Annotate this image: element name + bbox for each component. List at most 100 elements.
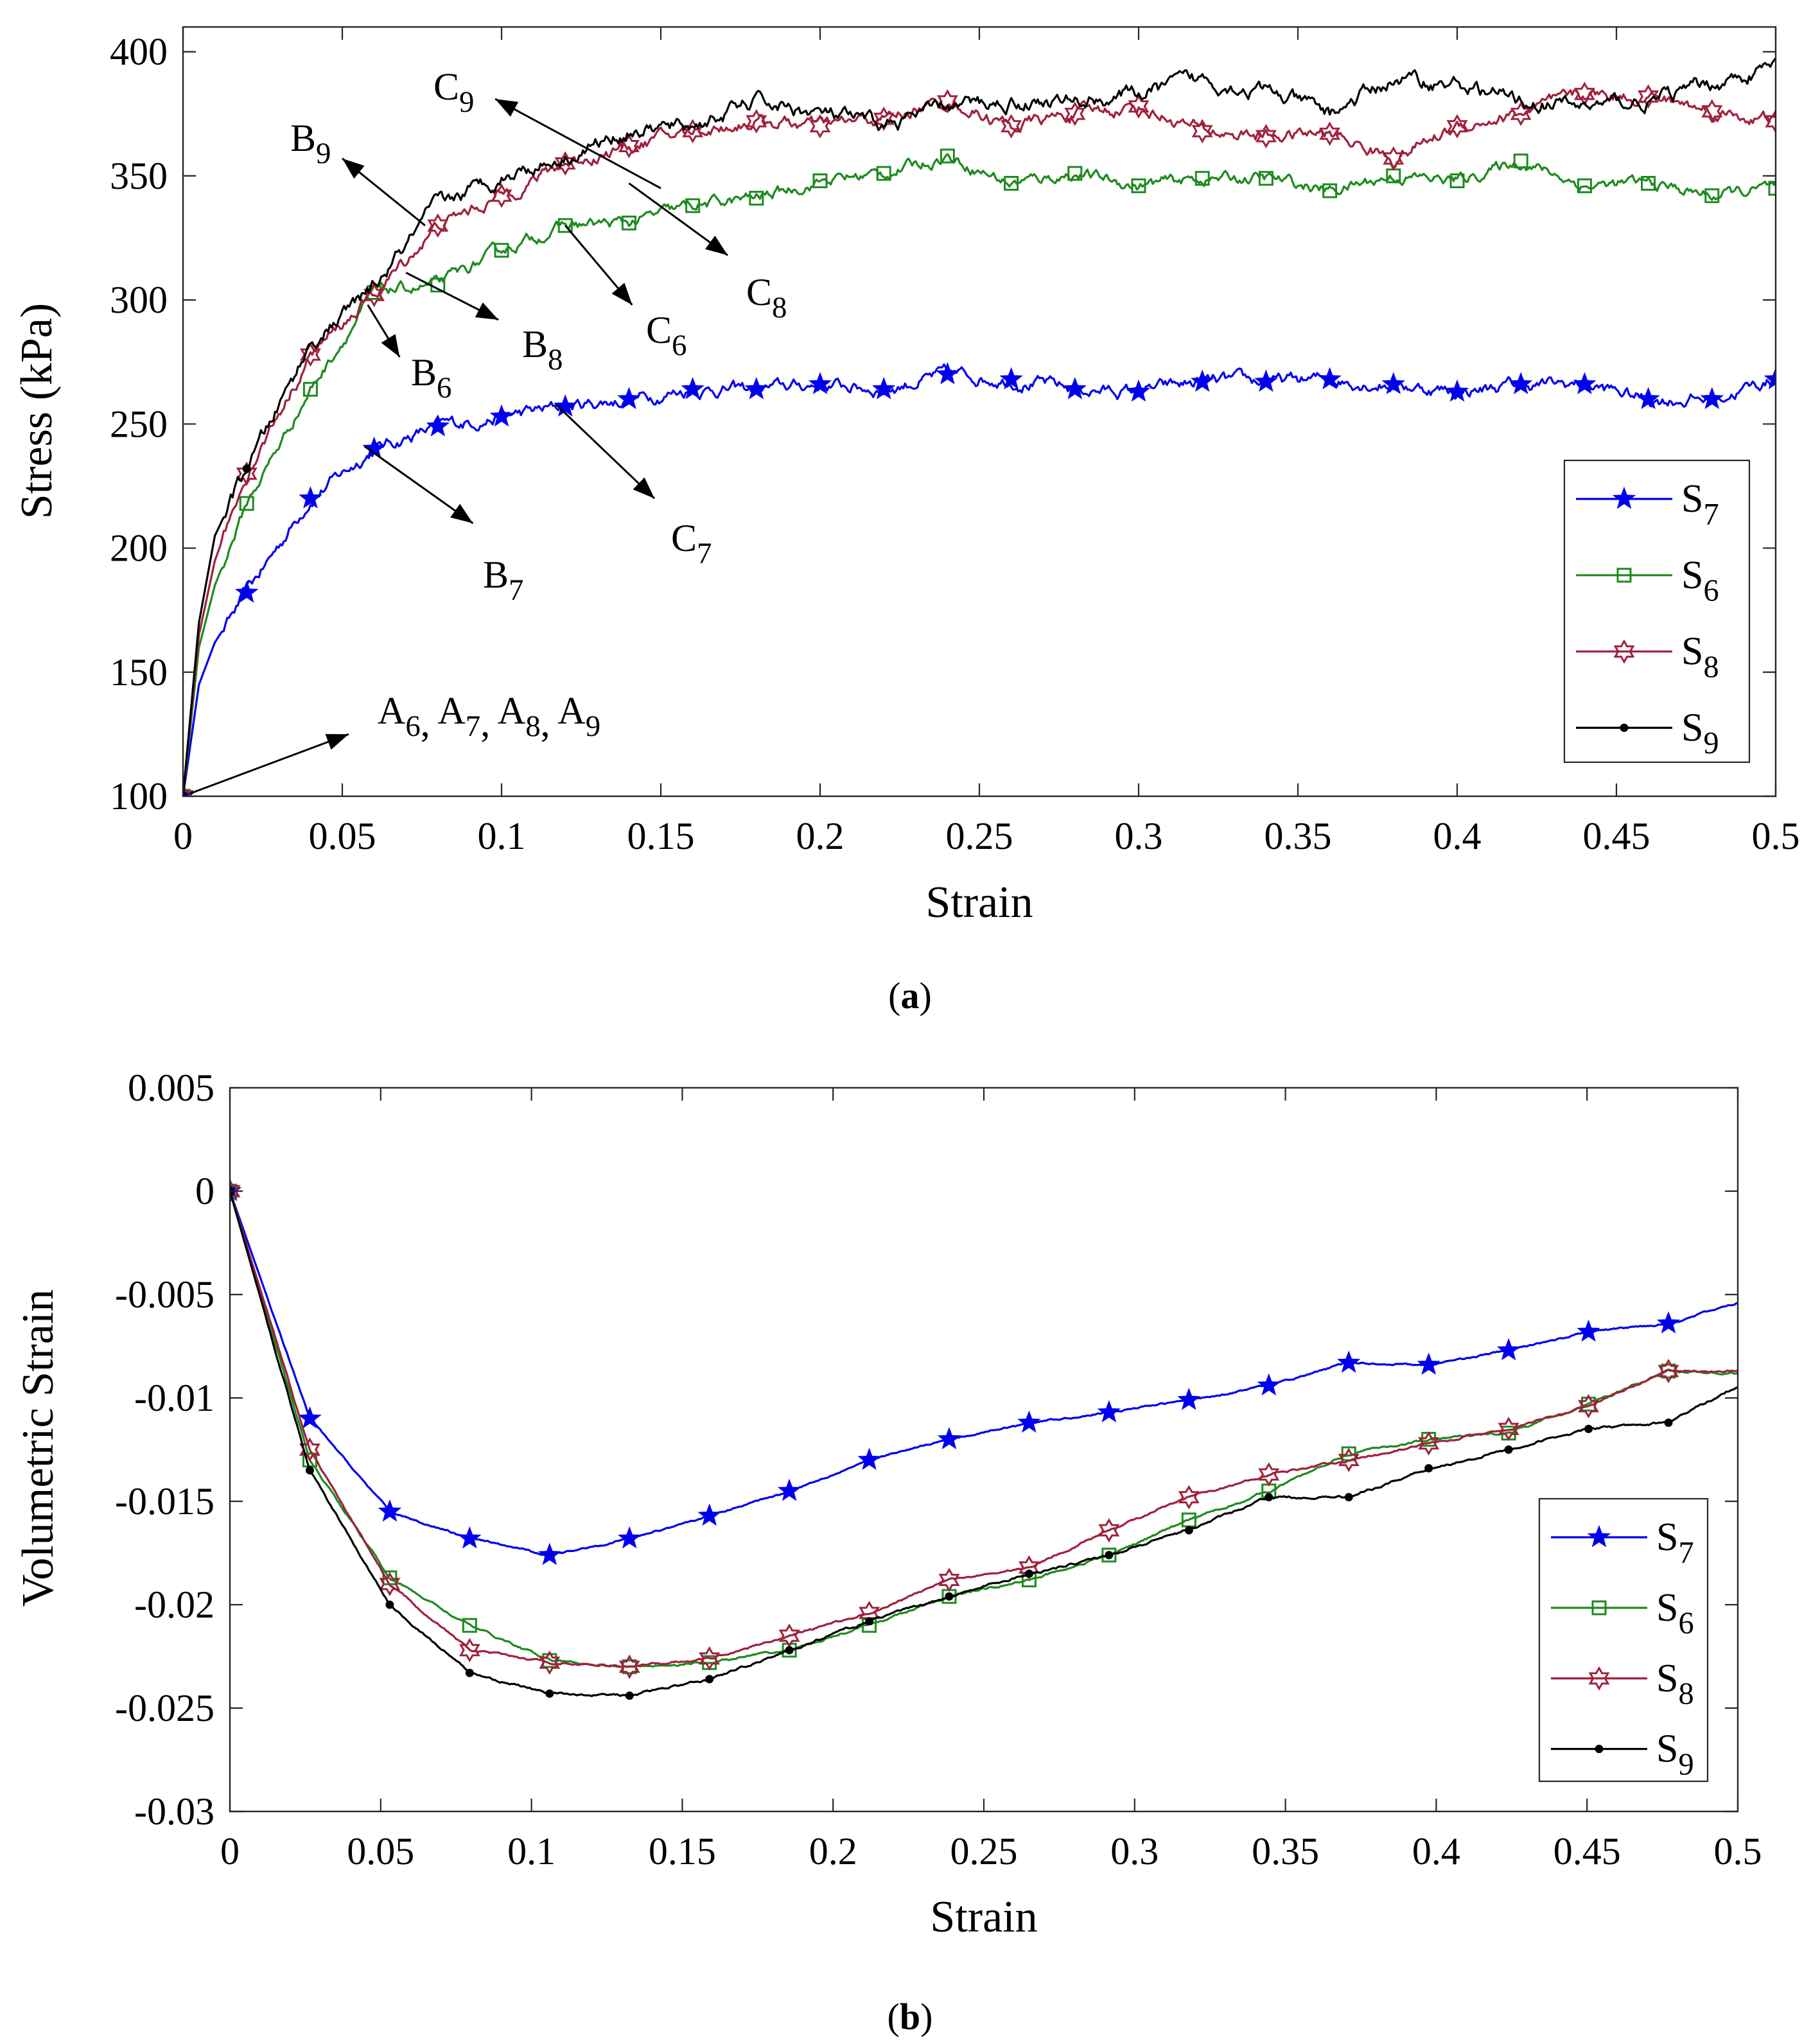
marker-S7-16 bbox=[1496, 1338, 1521, 1361]
marker-S8-16 bbox=[1498, 1417, 1519, 1442]
marker-S6-14 bbox=[1067, 166, 1083, 181]
marker-S7-18 bbox=[1656, 1311, 1681, 1334]
marker-S8-3 bbox=[459, 1637, 480, 1662]
arrow-A6 bbox=[189, 733, 349, 795]
series-line-S9 bbox=[230, 1191, 1738, 1697]
series-S7 bbox=[230, 1178, 1738, 1566]
marker-S7-2 bbox=[378, 1499, 402, 1522]
legend-label-S6-sub: 6 bbox=[1678, 1607, 1693, 1641]
x-tick-label: 0.1 bbox=[478, 815, 526, 857]
marker-S8-0 bbox=[183, 783, 194, 796]
marker-S8-22 bbox=[1573, 82, 1595, 107]
marker-S8-4 bbox=[539, 1650, 561, 1675]
annotation-C6-base: C bbox=[646, 309, 672, 351]
legend-label-S9-sub: 9 bbox=[1703, 726, 1719, 760]
marker-S7-12 bbox=[936, 362, 959, 385]
series-S7 bbox=[183, 362, 1776, 796]
legend-marker-S7 bbox=[1612, 486, 1636, 509]
marker-S7-10 bbox=[808, 372, 832, 394]
marker-S8-1 bbox=[299, 1437, 320, 1462]
marker-S8-4 bbox=[427, 213, 449, 238]
legend-marker-S8 bbox=[1613, 639, 1635, 664]
marker-S8-15 bbox=[1418, 1431, 1440, 1456]
marker-S9-1 bbox=[305, 1466, 314, 1475]
marker-S8-21 bbox=[1510, 101, 1532, 127]
annotation-B6-sub: 6 bbox=[437, 371, 451, 405]
marker-S6-8 bbox=[685, 198, 701, 213]
arrowhead-C7 bbox=[633, 477, 655, 499]
marker-S7-16 bbox=[1190, 369, 1214, 392]
arrowhead-B8 bbox=[475, 302, 499, 320]
series-line-S7 bbox=[230, 1191, 1738, 1558]
marker-S8-12 bbox=[1178, 1485, 1200, 1510]
marker-S9-1 bbox=[242, 464, 251, 473]
legend-marker-S8 bbox=[1588, 1666, 1610, 1691]
x-tick-label: 0.35 bbox=[1252, 1830, 1319, 1872]
marker-S8-13 bbox=[1258, 1462, 1280, 1487]
marker-S7-25 bbox=[1763, 367, 1776, 390]
annotation-B6-base: B bbox=[411, 351, 437, 394]
legend-label-S6-sub: 6 bbox=[1703, 574, 1719, 608]
marker-S6-13 bbox=[1004, 175, 1019, 191]
marker-S7-22 bbox=[1573, 372, 1597, 394]
marker-S6-9 bbox=[749, 191, 764, 206]
arrow-C7 bbox=[555, 403, 656, 500]
annotation-A6-base: A bbox=[378, 690, 405, 732]
chart-panel-b: 0 0.05 0.1 0.15 0.2 0.25 0.3 0.35 0.4 0.45 0.5 0.00… bbox=[13, 1067, 1762, 2038]
marker-S8-5 bbox=[618, 1654, 640, 1679]
marker-S8-2 bbox=[299, 342, 321, 367]
x-tick-label: 0.15 bbox=[627, 815, 695, 857]
marker-S9-9 bbox=[945, 1592, 954, 1601]
legend-label-S9: S9 bbox=[1656, 1727, 1694, 1782]
series-S8 bbox=[230, 1178, 1738, 1679]
legend-label-S8-sub: 8 bbox=[1703, 650, 1719, 684]
x-axis-label: Strain bbox=[930, 1892, 1037, 1942]
marker-S7-11 bbox=[1097, 1400, 1121, 1423]
marker-S6-1 bbox=[239, 496, 254, 511]
y-tick-label: 300 bbox=[110, 279, 168, 321]
marker-S9-15 bbox=[1424, 1463, 1433, 1472]
legend-label-S9-sub: 9 bbox=[1678, 1747, 1693, 1781]
annotation-B7-base: B bbox=[483, 554, 509, 596]
marker-S6-17 bbox=[1258, 171, 1273, 186]
marker-S9-11 bbox=[1105, 1551, 1114, 1560]
legend-label-S7-base: S bbox=[1681, 477, 1703, 521]
marker-S9-14 bbox=[1344, 1493, 1353, 1502]
marker-S6-20 bbox=[1449, 173, 1465, 189]
arrowhead-C8 bbox=[705, 236, 728, 256]
marker-S7-6 bbox=[697, 1503, 721, 1526]
x-tick-label: 0.5 bbox=[1714, 1830, 1762, 1872]
annotation-B9-sub: 9 bbox=[316, 137, 331, 170]
x-tick-label: 0.05 bbox=[309, 815, 376, 857]
marker-S6-5 bbox=[494, 243, 509, 258]
marker-S8-9 bbox=[938, 1567, 960, 1593]
marker-S7-2 bbox=[299, 486, 322, 509]
y-tick-label: 150 bbox=[110, 651, 168, 694]
marker-S7-18 bbox=[1318, 367, 1342, 390]
arrow-C9 bbox=[494, 98, 661, 189]
legend-label-S7: S7 bbox=[1681, 477, 1719, 532]
marker-S9-12 bbox=[1184, 1526, 1193, 1535]
marker-S6-16 bbox=[1194, 171, 1210, 186]
marker-S9-8 bbox=[865, 1617, 874, 1626]
marker-S6-23 bbox=[1641, 175, 1656, 191]
x-tick-label: 0.3 bbox=[1110, 1830, 1159, 1872]
x-tick-label: 0.1 bbox=[507, 1830, 556, 1872]
marker-S6-12 bbox=[940, 148, 955, 164]
marker-S9-6 bbox=[705, 1675, 714, 1684]
arrow-B7 bbox=[363, 445, 474, 525]
marker-S7-1 bbox=[298, 1406, 322, 1429]
legend-marker-S9 bbox=[1595, 1745, 1604, 1754]
legend-label-S6-base: S bbox=[1681, 554, 1703, 597]
annotation-A9-base: A bbox=[557, 690, 585, 732]
marker-S8-12 bbox=[936, 89, 958, 114]
marker-S7-23 bbox=[1636, 387, 1660, 410]
annotation-C8: C8 bbox=[746, 271, 787, 324]
annotation-B8: B8 bbox=[522, 323, 563, 376]
marker-S8-15 bbox=[1128, 94, 1150, 119]
x-tick-label: 0.25 bbox=[946, 815, 1013, 857]
marker-S8-25 bbox=[1765, 109, 1776, 134]
